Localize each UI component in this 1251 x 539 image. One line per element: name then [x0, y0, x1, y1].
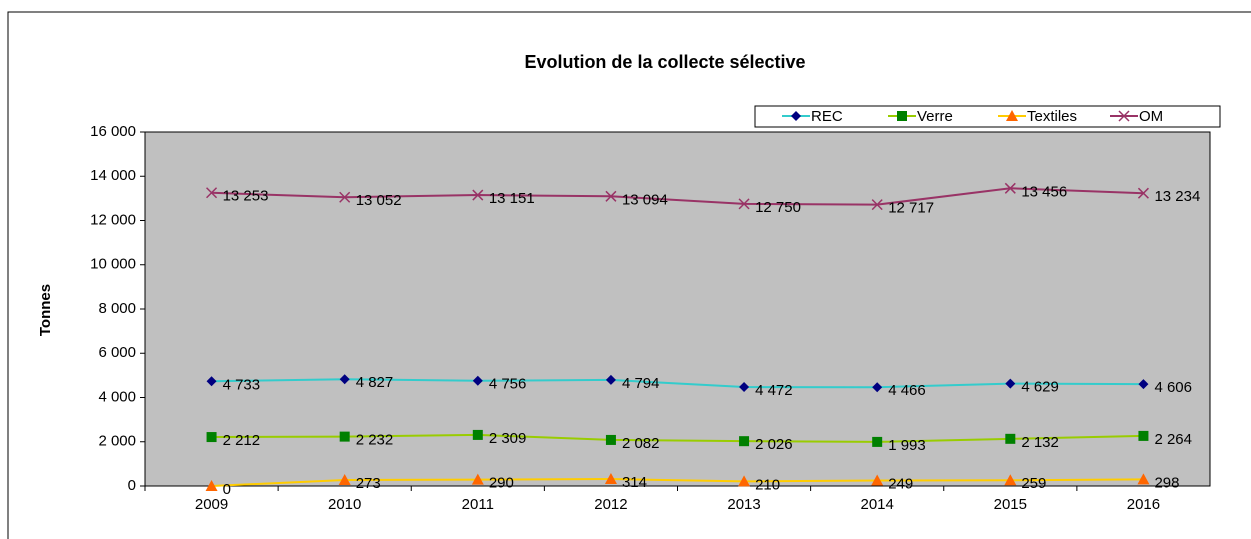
marker [206, 376, 217, 387]
data-label: 4 794 [622, 375, 660, 392]
data-label: 249 [888, 475, 913, 492]
marker [605, 374, 616, 385]
data-label: 4 606 [1154, 379, 1192, 396]
marker [339, 191, 351, 203]
data-label: 4 466 [888, 382, 926, 399]
marker [205, 480, 218, 491]
y-tick-label: 4 000 [98, 388, 136, 405]
series-line [211, 187, 1144, 206]
marker [1005, 378, 1016, 389]
marker [1004, 182, 1016, 194]
marker [1118, 110, 1130, 122]
marker [1006, 110, 1018, 121]
marker [472, 375, 483, 386]
data-label: 259 [1021, 475, 1046, 492]
data-label: 2 232 [356, 432, 394, 449]
x-tick-label: 2011 [462, 496, 494, 513]
y-tick-label: 10 000 [90, 256, 136, 273]
marker [1137, 473, 1150, 485]
data-label: 2 082 [622, 435, 660, 452]
marker [897, 111, 907, 121]
data-label: 2 026 [755, 436, 793, 453]
marker [472, 189, 484, 201]
marker [338, 473, 351, 485]
marker [872, 382, 883, 393]
data-label: 13 456 [1021, 183, 1067, 200]
marker [871, 474, 884, 486]
data-label: 1 993 [888, 437, 926, 454]
y-tick-label: 8 000 [98, 300, 136, 317]
marker [206, 187, 218, 199]
data-label: 4 827 [356, 374, 394, 391]
legend-label: REC [811, 108, 843, 125]
marker [1138, 430, 1149, 441]
marker [1137, 187, 1149, 199]
data-label: 13 052 [356, 192, 402, 209]
data-label: 13 151 [489, 190, 535, 207]
marker [604, 473, 617, 485]
marker [791, 111, 801, 121]
y-axis-label: Tonnes [37, 284, 54, 336]
marker [1004, 474, 1017, 486]
data-label: 12 750 [755, 199, 801, 216]
y-tick-label: 2 000 [98, 433, 136, 450]
data-label: 2 309 [489, 430, 527, 447]
marker [872, 436, 883, 447]
marker [871, 199, 883, 211]
data-label: 4 629 [1021, 379, 1059, 396]
legend [754, 105, 1221, 128]
series-line [211, 478, 1144, 487]
y-tick-label: 6 000 [98, 344, 136, 361]
data-label: 210 [755, 476, 780, 493]
marker [339, 374, 350, 385]
marker [738, 475, 751, 487]
marker [739, 436, 750, 447]
legend-label: OM [1139, 108, 1163, 125]
x-tick-label: 2010 [328, 496, 361, 513]
data-label: 298 [1154, 474, 1179, 491]
data-label: 2 212 [223, 432, 261, 449]
x-tick-label: 2016 [1127, 496, 1160, 513]
marker [1005, 433, 1016, 444]
x-tick-label: 2013 [727, 496, 760, 513]
y-tick-label: 16 000 [90, 123, 136, 140]
y-tick-label: 0 [128, 477, 136, 494]
marker [739, 382, 750, 393]
data-label: 2 264 [1154, 431, 1192, 448]
marker [206, 432, 217, 443]
data-label: 0 [223, 481, 231, 498]
y-tick-label: 14 000 [90, 167, 136, 184]
series-line [211, 433, 1144, 443]
marker [605, 190, 617, 202]
data-label: 290 [489, 475, 514, 492]
data-label: 4 472 [755, 382, 793, 399]
series-line [211, 378, 1144, 389]
data-label: 4 733 [223, 376, 261, 393]
data-label: 12 717 [888, 200, 934, 217]
data-label: 314 [622, 474, 647, 491]
chart-title: Evolution de la collecte sélective [524, 52, 805, 72]
data-label: 13 094 [622, 191, 668, 208]
data-label: 13 234 [1154, 188, 1200, 205]
y-tick-label: 12 000 [90, 211, 136, 228]
marker [738, 198, 750, 210]
marker [471, 473, 484, 485]
marker [605, 434, 616, 445]
x-tick-label: 2009 [195, 496, 228, 513]
chart-frame [7, 11, 1251, 539]
data-label: 273 [356, 475, 381, 492]
legend-label: Verre [917, 108, 953, 125]
data-label: 4 756 [489, 376, 527, 393]
x-tick-label: 2014 [861, 496, 894, 513]
data-label: 2 132 [1021, 434, 1059, 451]
x-tick-label: 2015 [994, 496, 1027, 513]
x-tick-label: 2012 [594, 496, 627, 513]
marker [472, 429, 483, 440]
legend-label: Textiles [1027, 108, 1077, 125]
marker [339, 431, 350, 442]
data-label: 13 253 [223, 188, 269, 205]
marker [1138, 379, 1149, 390]
